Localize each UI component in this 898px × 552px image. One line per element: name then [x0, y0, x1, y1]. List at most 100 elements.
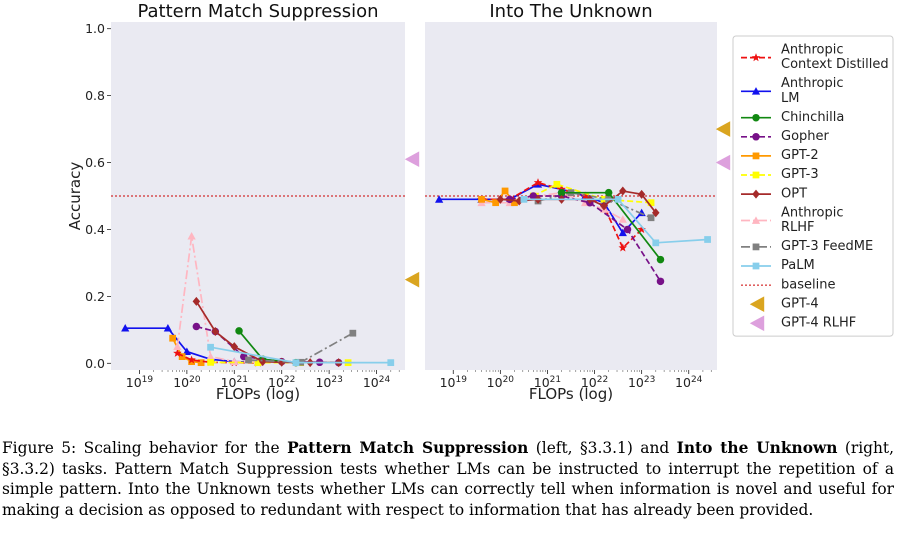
gpt4-marker-column	[404, 121, 731, 288]
data-point	[435, 195, 444, 203]
data-point	[580, 191, 590, 200]
data-point	[349, 329, 357, 337]
data-point	[496, 194, 505, 204]
data-point	[492, 199, 500, 207]
legend-marker	[751, 216, 761, 224]
data-point	[619, 186, 627, 196]
panel-title: Into The Unknown	[489, 1, 652, 22]
legend-label: RLHF	[781, 220, 815, 235]
caption-bold-into-unknown: Into the Unknown	[676, 439, 838, 457]
data-point	[230, 342, 239, 352]
legend-box	[732, 35, 894, 337]
data-point	[192, 322, 201, 331]
x-tick-label: 1019	[440, 375, 468, 390]
panel-pattern-match-suppression: Pattern Match Suppression 0.0 0.2 0.4 0.6 0.8…	[66, 1, 405, 403]
data-point	[618, 228, 627, 237]
data-point	[511, 199, 518, 207]
figure-caption: Figure 5: Scaling behavior for the Patte…	[2, 438, 894, 520]
legend-marker	[749, 315, 765, 332]
data-point	[618, 243, 628, 252]
caption-text-3: (right, §3.3.2) tasks. Pattern Match Sup…	[2, 439, 894, 519]
series-palm	[207, 343, 395, 367]
data-point	[647, 199, 655, 207]
data-point	[178, 353, 186, 360]
legend-marker	[752, 152, 760, 160]
data-point	[637, 225, 646, 234]
legend-label: OPT	[781, 186, 807, 201]
legend-item-gpt-3: GPT-3	[741, 167, 819, 182]
data-point	[197, 359, 205, 367]
data-point	[207, 343, 214, 351]
legend-marker	[752, 171, 760, 179]
legend-item-gpt-4-rlhf: GPT-4 RLHF	[749, 315, 856, 332]
legend-item-baseline: baseline	[741, 277, 835, 292]
legend-label: PaLM	[781, 258, 815, 273]
x-axis-label: FLOPs (log)	[529, 385, 613, 403]
data-point	[387, 359, 395, 367]
legend-label: Context Distilled	[781, 57, 889, 72]
legend-label: GPT-2	[781, 148, 819, 163]
legend-item-gpt-2: GPT-2	[741, 148, 819, 163]
legend-marker	[752, 262, 760, 270]
data-point	[704, 236, 711, 243]
legend-marker	[752, 133, 760, 141]
legend-label: LM	[781, 91, 799, 106]
data-point	[187, 355, 196, 364]
gpt-4-marker	[715, 121, 731, 137]
legend-label: GPT-4	[781, 296, 819, 311]
legend-label: Anthropic	[781, 205, 844, 220]
caption-text-2: (left, §3.3.1) and	[528, 439, 677, 457]
x-tick-label: 1024	[363, 375, 391, 390]
series-chinchilla	[557, 188, 665, 264]
data-point	[207, 358, 214, 366]
data-point	[192, 296, 201, 306]
x-tick-label: 1023	[628, 375, 655, 390]
legend-label: Anthropic	[781, 76, 844, 91]
y-tick-label: 1.0	[85, 21, 105, 36]
legend-marker	[751, 53, 761, 62]
x-axis-label: FLOPs (log)	[216, 385, 300, 403]
series-line	[523, 198, 708, 244]
data-point	[258, 357, 267, 367]
data-point	[235, 327, 243, 335]
data-point	[173, 342, 182, 350]
data-point	[163, 324, 173, 332]
legend-marker	[749, 296, 765, 312]
legend-item-gopher: Gopher	[741, 129, 830, 144]
data-point	[173, 348, 182, 357]
data-point	[520, 195, 528, 203]
data-point	[637, 189, 646, 199]
legend-label: Anthropic	[781, 43, 844, 58]
y-tick-label: 0.0	[85, 356, 105, 371]
data-point	[553, 180, 561, 188]
data-point	[618, 215, 627, 223]
data-point	[501, 187, 509, 195]
x-tick-label: 1024	[675, 375, 703, 390]
gpt-4-rlhf-marker	[404, 151, 420, 167]
data-point	[652, 239, 660, 247]
legend-item-opt: OPT	[741, 186, 807, 201]
y-axis-label: Accuracy	[66, 162, 84, 231]
legend-item-palm: PaLM	[741, 258, 815, 273]
data-point	[254, 359, 262, 367]
data-point	[478, 195, 485, 203]
panel-title: Pattern Match Suppression	[137, 1, 378, 22]
caption-bold-pattern-match: Pattern Match Suppression	[287, 439, 529, 457]
legend-item-gpt-3-feedme: GPT-3 FeedME	[741, 239, 873, 254]
legend-item-gpt-4: GPT-4	[749, 296, 819, 312]
series-palm	[520, 195, 711, 247]
data-point	[614, 195, 622, 203]
data-point	[652, 208, 660, 218]
data-point	[245, 356, 252, 364]
legend-label: GPT-3 FeedME	[781, 239, 873, 254]
data-point	[647, 214, 655, 222]
data-point	[623, 225, 632, 234]
data-point	[600, 201, 608, 211]
gpt-4-marker	[404, 271, 420, 288]
data-point	[182, 347, 191, 355]
series-line	[532, 183, 652, 204]
y-tick-label: 0.6	[85, 155, 105, 170]
